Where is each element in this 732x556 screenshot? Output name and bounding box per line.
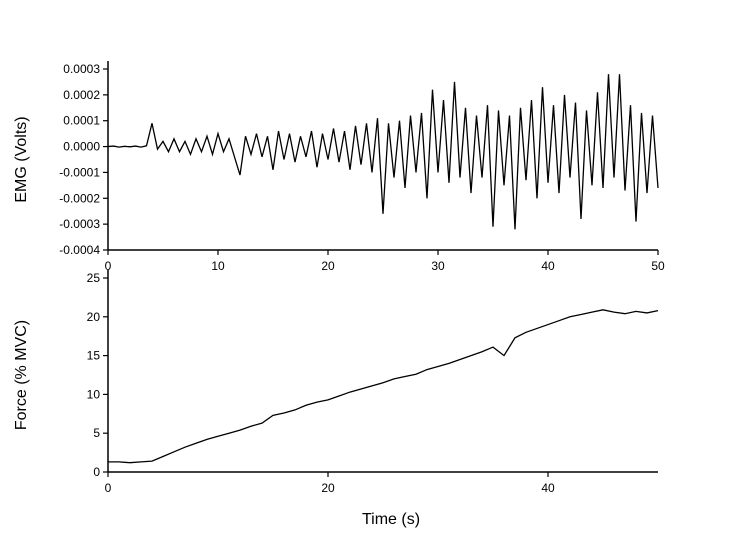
y-tick-label: 0.0000 — [63, 140, 100, 154]
x-tick-label: 40 — [541, 259, 555, 273]
data-line — [108, 309, 659, 464]
y-axis-title: EMG (Volts) — [13, 116, 30, 202]
y-tick-label: -0.0002 — [59, 191, 100, 205]
y-tick-label: 0.0001 — [63, 114, 100, 128]
x-tick-label: 40 — [541, 481, 555, 495]
y-tick-label: 0.0002 — [63, 88, 100, 102]
y-tick-label: -0.0003 — [59, 217, 100, 231]
y-tick-label: -0.0004 — [59, 243, 100, 257]
x-tick-label: 20 — [321, 481, 335, 495]
y-tick-label: -0.0001 — [59, 165, 100, 179]
x-axis-title: Time (s) — [362, 511, 420, 528]
data-line — [107, 74, 659, 230]
y-tick-label: 15 — [87, 349, 101, 363]
x-tick-label: 20 — [321, 259, 335, 273]
y-tick-label: 0.0003 — [63, 62, 100, 76]
y-tick-label: 5 — [93, 426, 100, 440]
y-tick-label: 10 — [87, 387, 101, 401]
x-tick-label: 0 — [105, 481, 112, 495]
x-tick-label: 10 — [211, 259, 225, 273]
y-axis-title: Force (% MVC) — [13, 320, 30, 430]
x-tick-label: 50 — [651, 259, 665, 273]
x-tick-label: 30 — [431, 259, 445, 273]
x-tick-label: 0 — [105, 259, 112, 273]
y-tick-label: 25 — [87, 271, 101, 285]
y-tick-label: 20 — [87, 310, 101, 324]
y-tick-label: 0 — [93, 465, 100, 479]
